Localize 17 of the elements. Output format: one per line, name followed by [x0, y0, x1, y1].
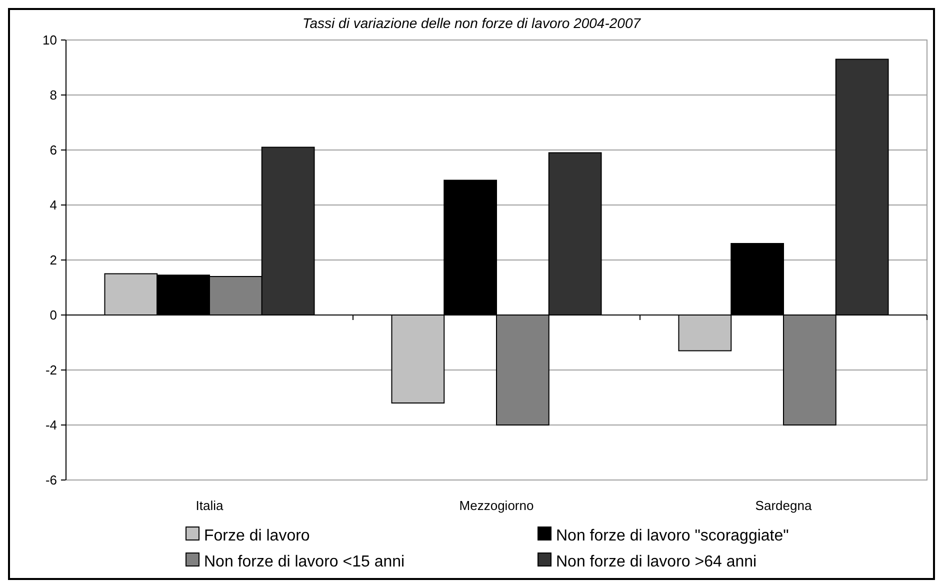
legend-label: Non forze di lavoro "scoraggiate": [556, 528, 789, 545]
legend-label: Non forze di lavoro >64 anni: [556, 554, 757, 571]
y-tick-label: 0: [50, 308, 57, 323]
legend-label: Non forze di lavoro <15 anni: [204, 554, 405, 571]
y-tick-label: -4: [45, 418, 57, 433]
legend-label: Forze di lavoro: [204, 528, 310, 545]
y-tick-label: 2: [50, 252, 57, 268]
y-tick-label: -6: [45, 472, 57, 488]
x-tick-label: Sardegna: [755, 498, 812, 513]
x-tick-label: Mezzogiorno: [459, 498, 534, 513]
y-tick-label: 10: [42, 32, 57, 48]
x-tick-label: Italia: [196, 498, 224, 513]
chart-title: Tassi di variazione delle non forze di lavoro 2004-2007: [302, 15, 642, 31]
y-tick-label: 8: [50, 88, 57, 103]
y-tick-label: -2: [45, 362, 57, 378]
y-tick-label: 4: [50, 198, 57, 213]
y-tick-label: 6: [50, 142, 57, 158]
